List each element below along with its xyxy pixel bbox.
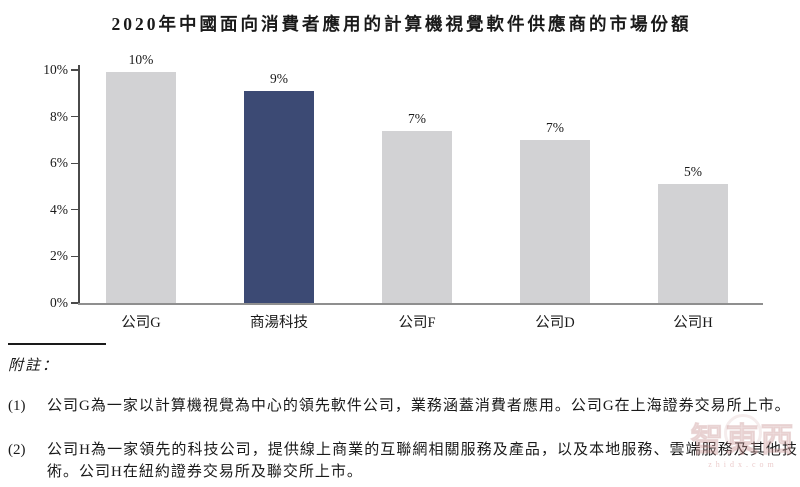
note-text: 公司G為一家以計算機視覺為中心的領先軟件公司，業務涵蓋消費者應用。公司G在上海證… (47, 398, 791, 414)
bar-value-label: 7% (408, 110, 426, 126)
bar-公司D (520, 139, 590, 303)
note-number: (1) (8, 398, 26, 414)
x-axis-line (78, 303, 763, 305)
y-axis-line (78, 65, 80, 304)
y-tick (71, 255, 78, 258)
bar-value-label: 7% (546, 119, 564, 135)
y-tick (71, 162, 78, 164)
y-tick (71, 69, 78, 71)
y-tick-label: 4% (50, 201, 68, 217)
bar-value-label: 5% (684, 164, 702, 180)
y-tick (71, 209, 78, 211)
bar-公司G (106, 72, 176, 303)
x-axis-label: 公司D (535, 315, 575, 331)
x-axis-label: 公司G (121, 315, 161, 331)
bar-value-label: 10% (128, 52, 154, 68)
bar-公司H (658, 184, 728, 303)
x-axis-label: 公司H (673, 315, 713, 331)
notes-list: (1) 公司G為一家以計算機視覺為中心的領先軟件公司，業務涵蓋消費者應用。公司G… (8, 395, 798, 487)
y-tick-label: 8% (50, 108, 68, 124)
y-tick (71, 302, 78, 304)
bar-商湯科技 (244, 90, 314, 303)
bar-chart: 0% 2% 4% 6% 8% 10% 10% 公司G 9% 商湯科技 7% 公司F 7% 公司D 5% 公司… (0, 52, 800, 331)
note-row: (1) 公司G為一家以計算機視覺為中心的領先軟件公司，業務涵蓋消費者應用。公司G… (8, 395, 798, 417)
bar-公司F (382, 130, 452, 303)
notes-heading: 附註： (8, 358, 60, 374)
bar-value-label: 9% (270, 70, 288, 86)
y-tick-label: 10% (43, 62, 68, 77)
note-text: 公司H為一家領先的科技公司，提供線上商業的互聯網相關服務及產品，以及本地服務、雲… (47, 442, 798, 480)
note-row: (2) 公司H為一家領先的科技公司，提供線上商業的互聯網相關服務及產品，以及本地… (8, 439, 798, 483)
y-tick (71, 116, 78, 118)
y-tick-label: 2% (50, 248, 68, 264)
y-tick-label: 0% (50, 295, 68, 310)
note-number: (2) (8, 442, 26, 458)
notes-divider (8, 343, 106, 345)
chart-title: 2020年中國面向消費者應用的計算機視覺軟件供應商的市場份額 (111, 14, 692, 34)
y-tick-label: 6% (50, 155, 68, 171)
x-axis-label: 商湯科技 (250, 315, 308, 331)
x-axis-label: 公司F (398, 315, 436, 331)
